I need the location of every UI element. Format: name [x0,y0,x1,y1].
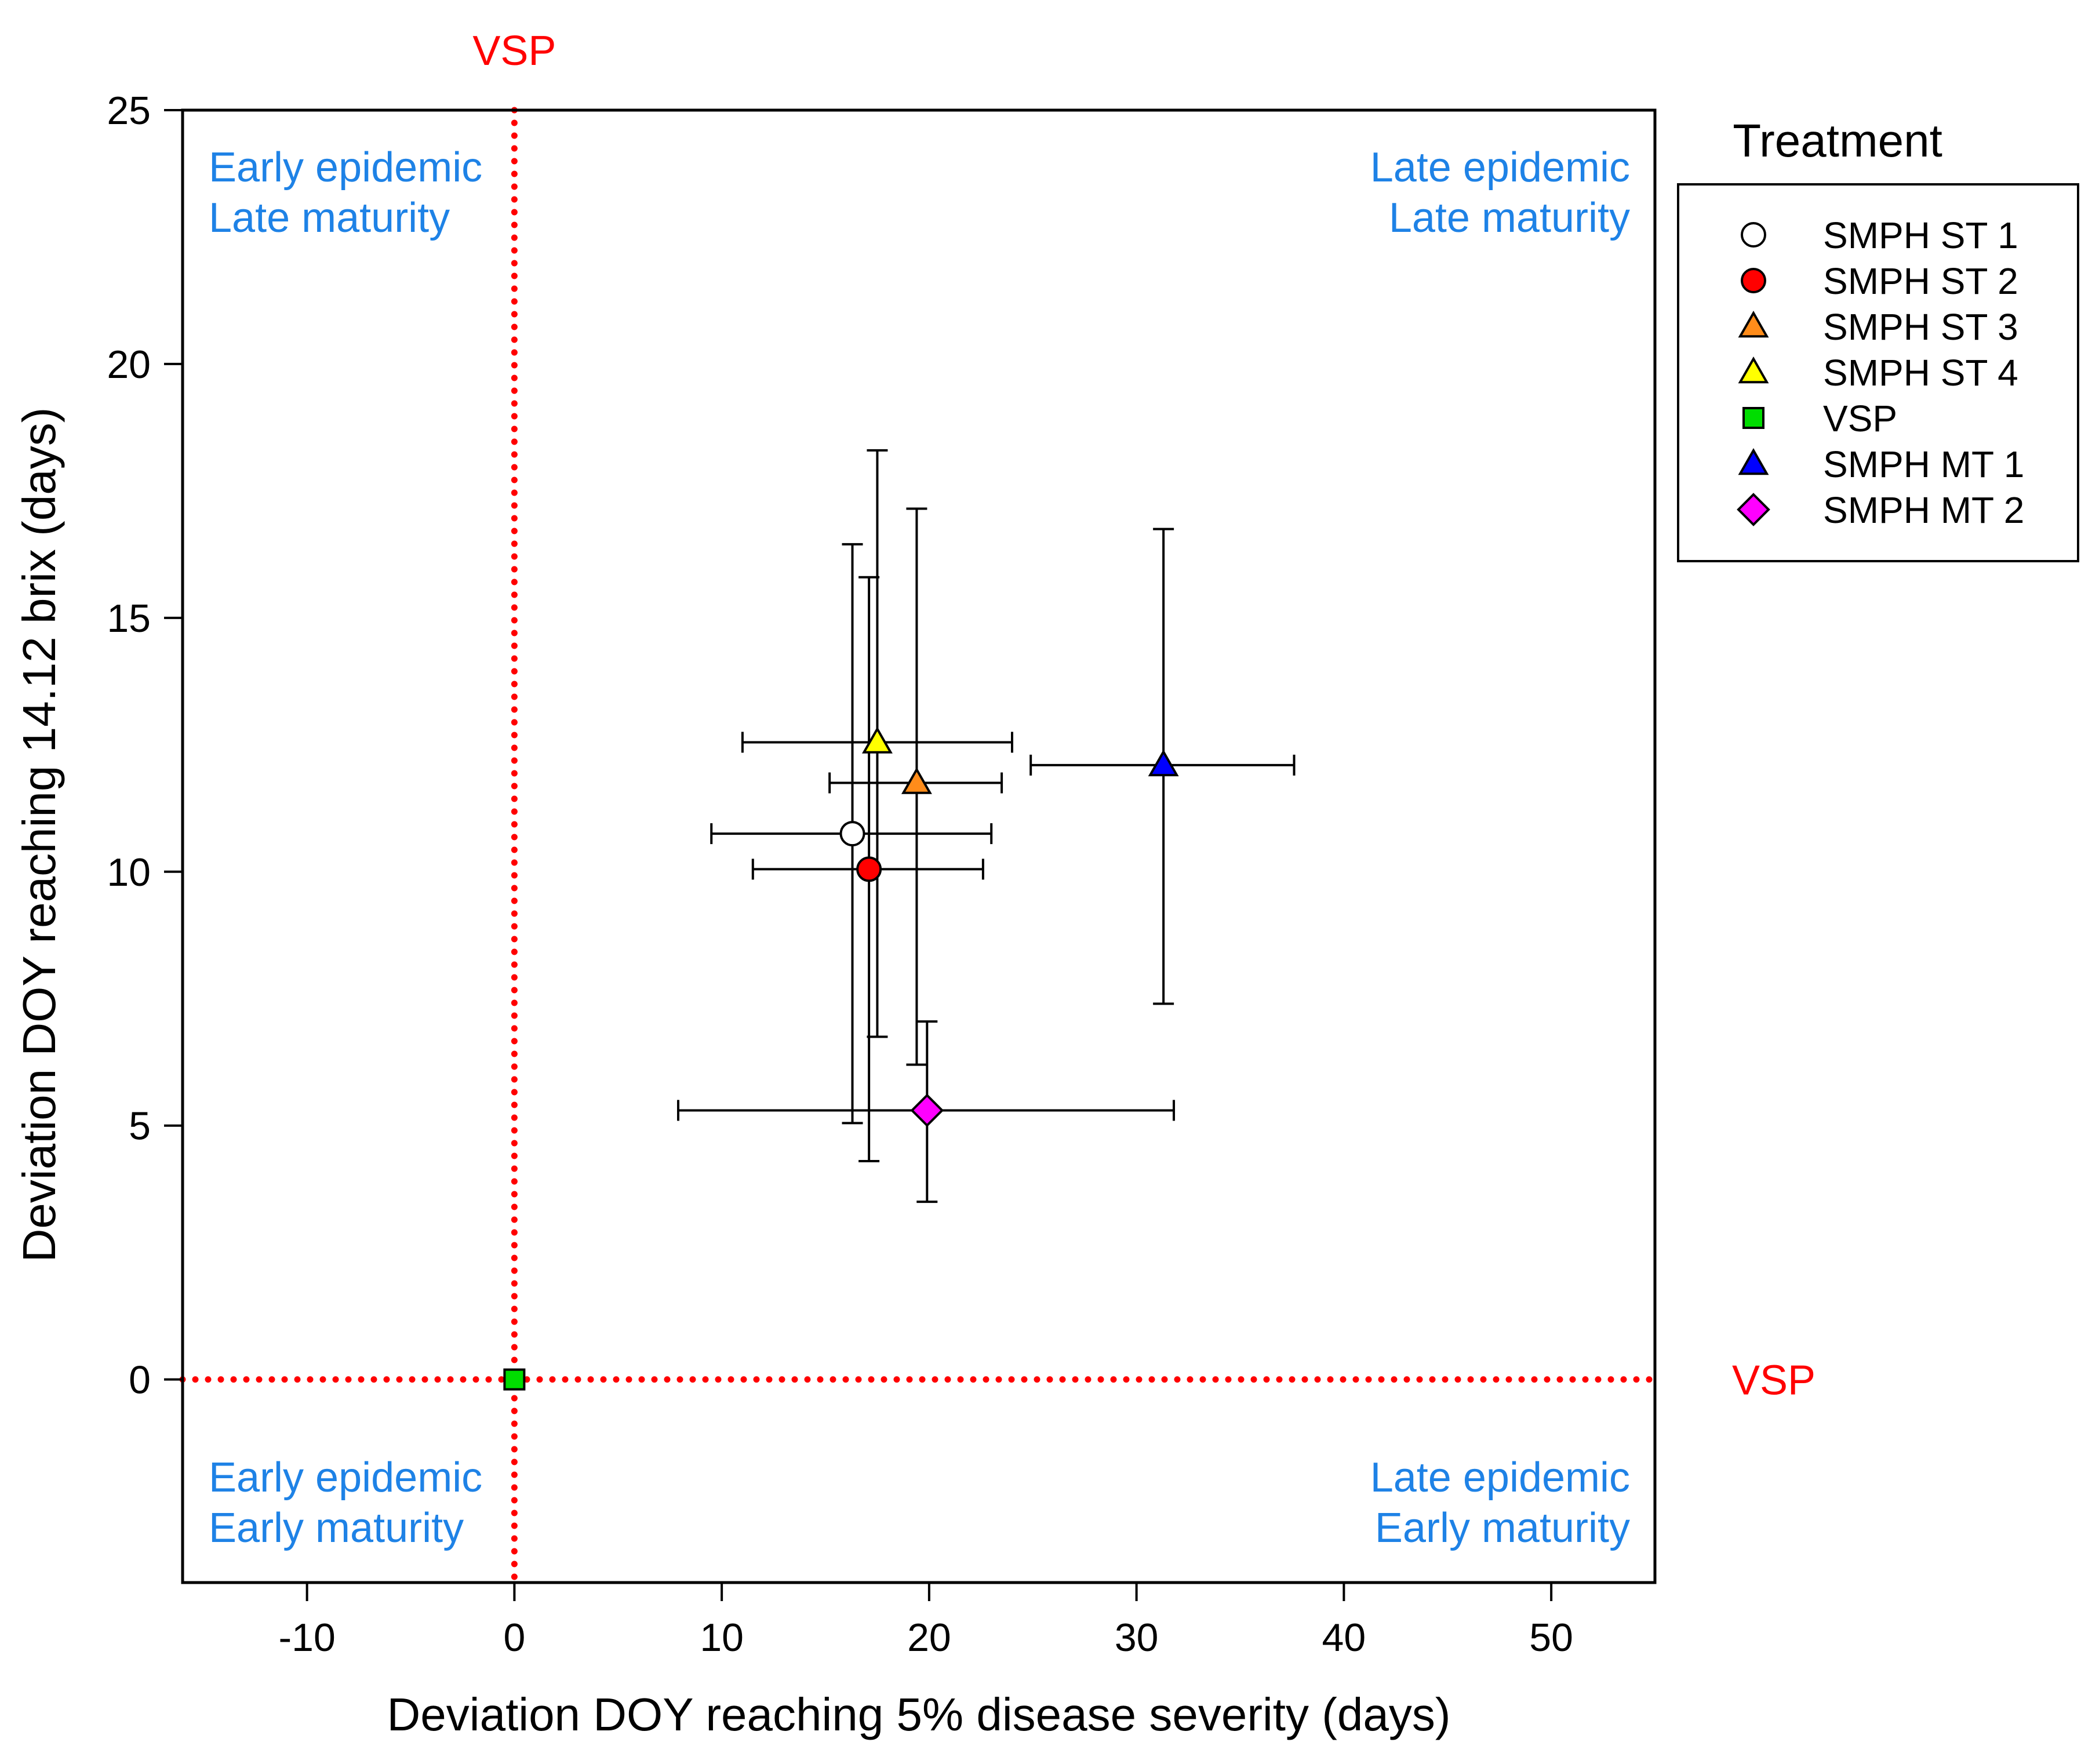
point-smph-st-2 [856,856,882,882]
legend-label-smph-mt-2: SMPH MT 2 [1823,489,2024,531]
horizontal-reference-label: VSP [1732,1358,1816,1404]
y-tick-label: 15 [107,597,151,641]
quadrant-bottom-right-line1: Late epidemic [1370,1454,1630,1501]
y-tick-label: 20 [107,343,151,387]
y-tick-label: 10 [107,850,151,894]
legend-marker-smph-st-2 [1741,268,1766,293]
quadrant-top-right-line1: Late epidemic [1370,144,1630,191]
y-tick-label: 25 [107,89,151,133]
quadrant-bottom-left-line2: Early maturity [209,1505,464,1551]
point-smph-mt-2 [910,1093,944,1127]
x-tick-label: 0 [503,1616,525,1660]
plot-frame [181,108,1657,1584]
x-tick-label: -10 [279,1616,336,1660]
x-tick-label: 50 [1529,1616,1573,1660]
legend-marker-smph-st-1 [1741,222,1766,248]
error-bars-layer [677,449,1296,1203]
legend-label-smph-st-3: SMPH ST 3 [1823,306,2018,348]
legend-marker-smph-mt-1 [1738,448,1769,475]
y-tick-label: 5 [129,1104,151,1148]
legend-label-smph-mt-1: SMPH MT 1 [1823,443,2024,485]
quadrant-bottom-right-line2: Early maturity [1375,1505,1630,1551]
vsp-cross-mark [507,1372,522,1387]
text-layer: Deviation DOY reaching 5% disease severi… [13,28,1816,1740]
x-tick-label: 20 [907,1616,951,1660]
legend-label-smph-st-4: SMPH ST 4 [1823,352,2018,394]
axes-layer [181,108,1657,1584]
quadrant-top-left-line2: Late maturity [209,195,450,241]
quadrant-top-right-line2: Late maturity [1389,195,1630,241]
legend-label-smph-st-1: SMPH ST 1 [1823,214,2018,256]
point-smph-st-1 [839,821,865,847]
point-smph-st-3 [901,767,932,794]
quadrant-bottom-left-line1: Early epidemic [209,1454,482,1501]
data-points-layer [503,726,1179,1391]
quadrant-top-left-line1: Early epidemic [209,144,482,191]
x-axis-title: Deviation DOY reaching 5% disease severi… [387,1689,1451,1740]
legend-marker-vsp [1742,407,1764,429]
legend-label-vsp: VSP [1823,398,1897,439]
y-axis-title: Deviation DOY reaching 14.12 brix (days) [13,408,65,1263]
ticks-layer: -10 0 10 20 30 40 50 0 5 10 15 20 25 [107,89,1573,1660]
x-tick-label: 30 [1115,1616,1159,1660]
point-smph-mt-1 [1148,749,1179,777]
vertical-reference-label: VSP [472,28,556,74]
legend-marker-smph-st-4 [1738,356,1769,384]
x-tick-label: 40 [1322,1616,1366,1660]
legend-marker-smph-st-3 [1738,310,1769,338]
point-smph-st-4 [862,726,893,754]
legend-marker-smph-mt-2 [1737,493,1770,526]
legend-title: Treatment [1733,115,1942,166]
legend-label-smph-st-2: SMPH ST 2 [1823,260,2018,302]
reference-lines-layer [179,107,1658,1586]
x-tick-label: 10 [700,1616,744,1660]
y-tick-label: 0 [129,1358,151,1402]
